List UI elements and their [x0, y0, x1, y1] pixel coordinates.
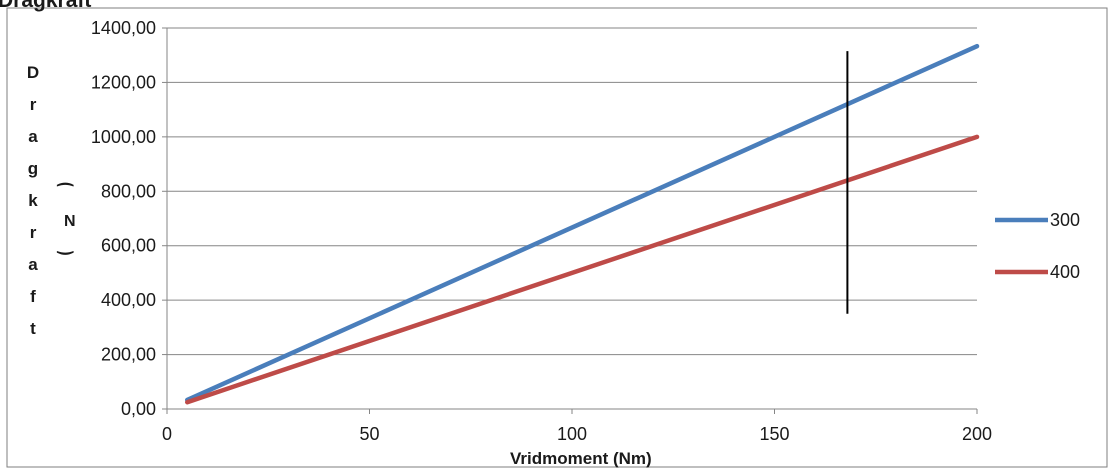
chart-title: Dragkraft: [0, 0, 91, 12]
axes: [166, 28, 978, 414]
y-tick-label: 1200,00: [91, 72, 156, 92]
y-tick-label: 800,00: [101, 181, 156, 201]
y-axis-label-char: r: [30, 223, 37, 242]
y-tick-label: 200,00: [101, 345, 156, 365]
y-tick-label: 400,00: [101, 290, 156, 310]
y-axis-label-char: a: [28, 127, 38, 146]
y-tick-label: 1400,00: [91, 18, 156, 38]
y-axis-label-char: r: [30, 95, 37, 114]
y-axis-label-char: t: [30, 319, 36, 338]
y-tick-label: 1000,00: [91, 127, 156, 147]
x-tick-label: 100: [557, 424, 587, 444]
y-tick-label: 600,00: [101, 236, 156, 256]
chart-border: [6, 7, 1108, 468]
x-tick-label: 0: [162, 424, 172, 444]
y-axis-label-char: f: [30, 287, 36, 306]
y-tick-label: 0,00: [121, 399, 156, 419]
y-axis-label-char: k: [28, 191, 38, 210]
x-tick-label: 200: [962, 424, 992, 444]
y-axis-label-char: D: [27, 63, 39, 82]
series-lines: [185, 43, 980, 405]
x-tick-label: 150: [759, 424, 789, 444]
x-axis-label: Vridmoment (Nm): [510, 449, 652, 468]
y-axis-label-char: a: [28, 255, 38, 274]
legend: 300 400: [995, 210, 1080, 282]
y-axis-unit-letter: N: [64, 213, 76, 230]
y-axis-label: Dragkraft: [27, 63, 39, 338]
y-axis-label-char: g: [28, 159, 38, 178]
x-tick-labels: 0 50 100 150 200: [162, 424, 992, 444]
series-line-300: [185, 43, 980, 403]
y-axis-unit-paren-close: ‿: [56, 234, 74, 255]
series-line-400: [185, 134, 980, 405]
gridlines: [162, 27, 977, 410]
y-axis-unit-paren-open: ⁀: [56, 183, 74, 204]
x-tick-label: 50: [359, 424, 379, 444]
legend-label-400: 400: [1050, 262, 1080, 282]
y-tick-labels: 0,00 200,00 400,00 600,00 800,00 1000,00 1200,…: [91, 18, 156, 419]
legend-label-300: 300: [1050, 210, 1080, 230]
y-axis-unit: ⁀ N ‿: [56, 183, 76, 255]
